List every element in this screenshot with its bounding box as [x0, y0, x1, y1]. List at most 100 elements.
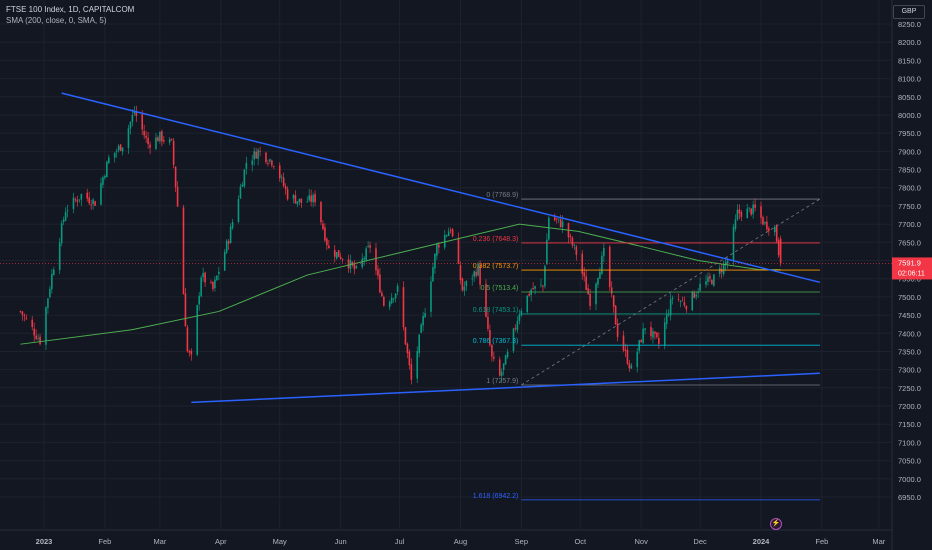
candle-body: [353, 264, 356, 270]
x-tick-label: May: [273, 537, 287, 546]
candle-body: [396, 285, 399, 292]
candle-body: [361, 258, 364, 268]
candle-body: [60, 223, 63, 244]
candle-body: [308, 195, 310, 201]
candle-body: [251, 160, 254, 165]
candle-body: [752, 204, 754, 215]
candle-body: [74, 199, 77, 201]
candle-body: [734, 219, 737, 229]
candle-body: [432, 267, 434, 282]
candle-body: [683, 302, 686, 306]
candle-body: [451, 229, 454, 237]
candle-body: [677, 299, 680, 301]
candle-body: [422, 316, 424, 326]
candle-body: [459, 265, 462, 281]
candle-body: [603, 247, 605, 257]
candle-body: [506, 351, 509, 358]
fib-level-label: 0.382 (7573.7): [473, 263, 519, 270]
candle-body: [754, 204, 756, 208]
candle-body: [25, 317, 28, 319]
candle-body: [773, 226, 776, 233]
candle-body: [416, 351, 419, 379]
candle-body: [168, 139, 171, 143]
candle-body: [227, 241, 230, 244]
candle-body: [561, 221, 564, 228]
candle-body: [94, 201, 96, 206]
candle-body: [461, 278, 464, 291]
candle-body: [86, 192, 89, 199]
candle-body: [498, 359, 501, 376]
candle-body: [406, 343, 409, 354]
candle-body: [176, 186, 179, 207]
candle-body: [614, 305, 617, 325]
candle-body: [491, 344, 493, 357]
candle-body: [204, 272, 206, 283]
fib-level-label: 1.618 (6942.2): [473, 493, 519, 500]
candle-body: [218, 271, 220, 275]
trendline-lower: [191, 372, 820, 404]
candle-body: [328, 245, 330, 249]
y-tick-label: 7950.0: [898, 129, 921, 138]
candle-body: [286, 189, 289, 200]
candle-body: [390, 297, 393, 304]
candle-body: [379, 274, 381, 293]
candle-body: [575, 246, 578, 255]
candle-body: [170, 139, 173, 140]
y-tick-label: 8150.0: [898, 56, 921, 65]
y-tick-label: 7400.0: [898, 329, 921, 338]
candle-body: [174, 166, 177, 188]
candle-body: [557, 218, 560, 220]
candle-body: [779, 238, 782, 264]
candle-body: [339, 256, 342, 259]
candle-body: [49, 288, 51, 298]
y-tick-label: 7700.0: [898, 220, 921, 229]
candle-body: [485, 283, 487, 317]
candle-body: [430, 281, 432, 312]
candle-body: [335, 252, 338, 259]
candle-body: [78, 199, 81, 201]
candle-body: [608, 246, 611, 288]
candle-body: [375, 248, 377, 271]
candle-body: [200, 277, 202, 297]
candle-body: [58, 242, 61, 270]
candle-body: [115, 150, 118, 152]
candle-body: [31, 319, 34, 328]
currency-badge[interactable]: GBP: [893, 5, 925, 19]
candle-body: [271, 160, 273, 166]
candle-body: [106, 161, 108, 178]
candle-body: [129, 121, 132, 129]
candle-body: [724, 262, 727, 266]
candle-body: [239, 186, 242, 199]
y-tick-label: 8050.0: [898, 93, 921, 102]
bolt-icon[interactable]: ⚡: [770, 518, 782, 530]
fib-level-label: 0.236 (7648.3): [473, 236, 519, 243]
y-tick-label: 7050.0: [898, 457, 921, 466]
y-tick-label: 7000.0: [898, 475, 921, 484]
trendline-upper: [61, 92, 821, 284]
candle-body: [740, 212, 743, 217]
candle-body: [726, 260, 729, 264]
candle-body: [463, 286, 466, 291]
candle-body: [766, 221, 768, 230]
x-tick-label: Apr: [215, 537, 227, 546]
candle-body: [764, 221, 766, 224]
candle-body: [388, 301, 391, 307]
candle-body: [569, 236, 572, 237]
candle-body: [504, 355, 507, 365]
candle-body: [284, 186, 287, 190]
candle-body: [326, 238, 328, 246]
candle-body: [363, 258, 365, 260]
candle-body: [671, 297, 674, 300]
candle-body: [402, 287, 405, 328]
candle-body: [76, 200, 79, 202]
candle-body: [650, 327, 652, 337]
candle-body: [333, 249, 336, 257]
candle-body: [51, 273, 53, 290]
candle-body: [355, 266, 358, 268]
y-tick-label: 7800.0: [898, 184, 921, 193]
candle-body: [367, 245, 369, 247]
candle-body: [255, 151, 257, 159]
candle-body: [337, 250, 340, 258]
candle-body: [37, 338, 39, 340]
